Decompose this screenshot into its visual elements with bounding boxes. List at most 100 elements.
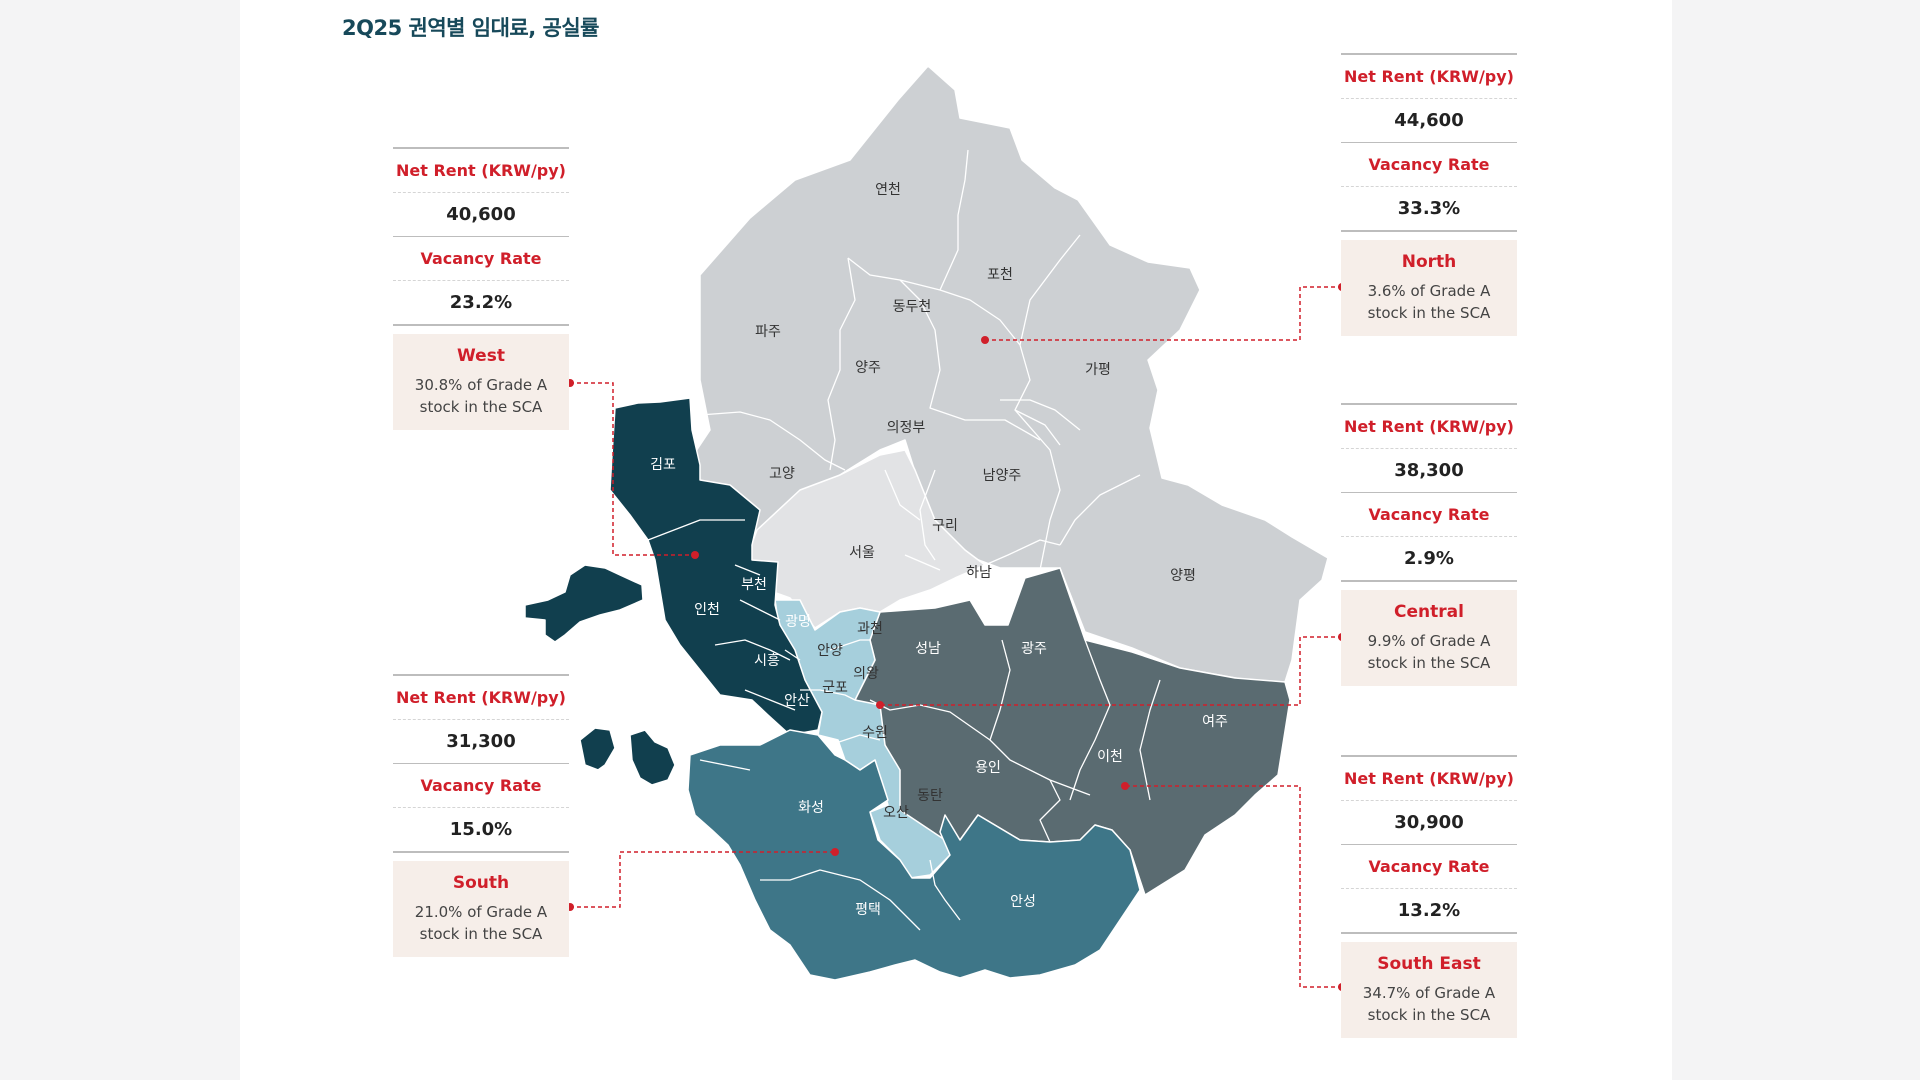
net-rent-label: Net Rent (KRW/py) <box>1341 755 1517 801</box>
grade-a-share: 34.7% of Grade A stock in the SCA <box>1347 982 1511 1026</box>
vacancy-rate-value: 2.9% <box>1341 537 1517 582</box>
district-label-yangju: 양주 <box>855 360 881 376</box>
region-name: West <box>457 346 505 366</box>
district-label-goyang: 고양 <box>769 466 795 482</box>
district-label-guri: 구리 <box>932 518 958 534</box>
district-label-dongducheon: 동두천 <box>893 299 932 315</box>
vacancy-rate-value: 23.2% <box>393 281 569 326</box>
region-name: South <box>452 873 510 893</box>
district-label-yongin: 용인 <box>975 760 1001 776</box>
district-label-gimpo: 김포 <box>650 457 676 473</box>
district-label-gwacheon: 과천 <box>857 621 883 637</box>
net-rent-label: Net Rent (KRW/py) <box>1341 403 1517 449</box>
net-rent-value: 30,900 <box>1341 801 1517 845</box>
district-label-anseong: 안성 <box>1010 894 1036 910</box>
district-label-dongtan: 동탄 <box>917 788 943 804</box>
district-label-gunpo: 군포 <box>822 680 848 696</box>
district-label-paju: 파주 <box>755 324 781 340</box>
region-south-shape <box>687 729 1141 981</box>
leader-west <box>570 382 695 556</box>
district-label-hanam: 하남 <box>966 565 992 581</box>
grade-a-share-line2: stock in the SCA <box>419 398 543 416</box>
region-name: South East <box>1377 954 1481 974</box>
region-name: North <box>1401 252 1457 272</box>
net-rent-label: Net Rent (KRW/py) <box>1341 53 1517 99</box>
district-label-siheung: 시흥 <box>754 653 780 669</box>
region-card-north: Net Rent (KRW/py) 44,600 Vacancy Rate 33… <box>1341 53 1517 336</box>
district-label-gwangju: 광주 <box>1021 641 1047 657</box>
region-summary-central: Central 9.9% of Grade A stock in the SCA <box>1341 590 1517 686</box>
district-label-osan: 오산 <box>883 805 909 821</box>
dot-north-map <box>981 336 989 344</box>
district-label-yeoncheon: 연천 <box>875 182 901 198</box>
vacancy-rate-label: Vacancy Rate <box>1341 845 1517 889</box>
district-label-seoul: 서울 <box>849 545 875 561</box>
dot-central-map <box>876 701 884 709</box>
vacancy-rate-value: 33.3% <box>1341 187 1517 232</box>
district-label-yeoju: 여주 <box>1202 714 1228 730</box>
district-label-uiwang: 의왕 <box>853 666 879 682</box>
district-label-ansan: 안산 <box>784 693 810 709</box>
region-summary-north: North 3.6% of Grade A stock in the SCA <box>1341 240 1517 336</box>
grade-a-share-line1: 30.8% of Grade A <box>414 376 548 394</box>
vacancy-rate-label: Vacancy Rate <box>1341 143 1517 187</box>
grade-a-share-line2: stock in the SCA <box>1367 304 1491 322</box>
region-card-central: Net Rent (KRW/py) 38,300 Vacancy Rate 2.… <box>1341 403 1517 686</box>
vacancy-rate-label: Vacancy Rate <box>393 237 569 281</box>
page-title: 2Q25 권역별 임대료, 공실률 <box>342 16 599 40</box>
leader-north <box>985 286 1342 341</box>
district-label-pyeongtaek: 평택 <box>855 902 881 918</box>
district-label-namyangju: 남양주 <box>983 468 1022 484</box>
district-label-incheon: 인천 <box>694 602 720 618</box>
vacancy-rate-label: Vacancy Rate <box>1341 493 1517 537</box>
grade-a-share-line2: stock in the SCA <box>1367 654 1491 672</box>
leader-central <box>880 636 1342 706</box>
region-summary-southeast: South East 34.7% of Grade A stock in the… <box>1341 942 1517 1038</box>
district-label-gwangmyeong: 광명 <box>785 614 811 630</box>
net-rent-value: 38,300 <box>1341 449 1517 493</box>
region-west-island-1 <box>524 564 644 643</box>
net-rent-label: Net Rent (KRW/py) <box>393 147 569 193</box>
district-label-suwon: 수원 <box>862 725 888 741</box>
region-card-southeast: Net Rent (KRW/py) 30,900 Vacancy Rate 13… <box>1341 755 1517 1038</box>
net-rent-value: 40,600 <box>393 193 569 237</box>
grade-a-share-line2: stock in the SCA <box>1367 1006 1491 1024</box>
district-label-icheon: 이천 <box>1097 749 1123 765</box>
grade-a-share-line2: stock in the SCA <box>419 925 543 943</box>
vacancy-rate-value: 13.2% <box>1341 889 1517 934</box>
region-summary-west: West 30.8% of Grade A stock in the SCA <box>393 334 569 430</box>
net-rent-label: Net Rent (KRW/py) <box>393 674 569 720</box>
region-card-west: Net Rent (KRW/py) 40,600 Vacancy Rate 23… <box>393 147 569 430</box>
district-label-gapyeong: 가평 <box>1085 362 1111 378</box>
dot-south-map <box>831 848 839 856</box>
leader-south <box>570 851 835 908</box>
grade-a-share-line1: 3.6% of Grade A <box>1367 282 1491 300</box>
district-label-yangpyeong: 양평 <box>1170 568 1196 584</box>
grade-a-share: 30.8% of Grade A stock in the SCA <box>399 374 563 418</box>
grade-a-share: 3.6% of Grade A stock in the SCA <box>1347 280 1511 324</box>
dot-west-map <box>691 551 699 559</box>
grade-a-share: 21.0% of Grade A stock in the SCA <box>399 901 563 945</box>
grade-a-share: 9.9% of Grade A stock in the SCA <box>1347 630 1511 674</box>
grade-a-share-line1: 9.9% of Grade A <box>1367 632 1491 650</box>
region-west-island-2 <box>579 727 616 771</box>
grade-a-share-line1: 34.7% of Grade A <box>1362 984 1496 1002</box>
district-label-seongnam: 성남 <box>915 641 941 657</box>
leader-southeast <box>1125 785 1342 988</box>
region-west-island-3 <box>629 729 676 786</box>
net-rent-value: 31,300 <box>393 720 569 764</box>
district-label-uijeongbu: 의정부 <box>887 420 926 436</box>
region-card-south: Net Rent (KRW/py) 31,300 Vacancy Rate 15… <box>393 674 569 957</box>
vacancy-rate-label: Vacancy Rate <box>393 764 569 808</box>
dot-southeast-map <box>1121 782 1129 790</box>
net-rent-value: 44,600 <box>1341 99 1517 143</box>
district-label-hwaseong: 화성 <box>798 800 824 816</box>
region-name: Central <box>1394 602 1464 622</box>
region-summary-south: South 21.0% of Grade A stock in the SCA <box>393 861 569 957</box>
district-label-bucheon: 부천 <box>741 577 767 593</box>
vacancy-rate-value: 15.0% <box>393 808 569 853</box>
district-label-anyang: 안양 <box>817 643 843 659</box>
grade-a-share-line1: 21.0% of Grade A <box>414 903 548 921</box>
region-west-shape <box>609 397 823 736</box>
